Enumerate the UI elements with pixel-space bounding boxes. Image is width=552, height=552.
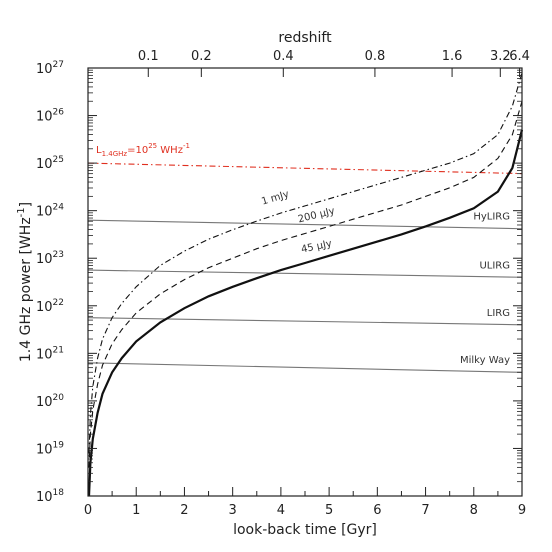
y-axis-title-close: ]: [18, 202, 34, 207]
y-tick-label: 1025: [36, 155, 64, 172]
threshold-line-label: L1.4GHz=1025 WHz-1: [96, 142, 190, 158]
y-tick-base: 10: [36, 157, 53, 172]
labels-layer: HyLIRG ULIRG LIRG Milky Way L1.4GHz=1025 WHz…: [96, 142, 510, 366]
plot-frame: [87, 67, 523, 497]
y-tick-base: 10: [36, 300, 53, 315]
top-tick-label: 0.8: [365, 49, 386, 64]
threshold-label-part: 25: [148, 142, 157, 150]
reference-line-label: ULIRG: [479, 260, 510, 271]
top-tick-label: 0.2: [191, 49, 212, 64]
y-tick-exponent: 21: [53, 345, 64, 355]
y-tick-label: 1024: [36, 203, 64, 220]
x-tick-label: 1: [132, 503, 140, 518]
series-line: [87, 129, 524, 497]
y-tick-exponent: 27: [53, 60, 64, 70]
top-tick-label: 1.6: [442, 49, 463, 64]
threshold-label-part: -1: [183, 142, 190, 150]
top-tick-label: 0.4: [273, 49, 294, 64]
y-tick-exponent: 26: [53, 108, 65, 118]
y-axis-title-exp: -1: [16, 207, 27, 217]
y-tick-exponent: 18: [53, 488, 65, 498]
reference-line-label: Milky Way: [460, 355, 510, 366]
series-layer: [87, 72, 524, 497]
y-tick-base: 10: [36, 252, 53, 267]
threshold-label-part: =10: [127, 145, 148, 156]
reference-line: [87, 362, 523, 373]
series-label: 1 mJy: [260, 189, 290, 208]
y-tick-label: 1027: [36, 60, 64, 77]
x-tick-label: 7: [421, 503, 429, 518]
series-label: 45 μJy: [300, 238, 333, 255]
y-tick-base: 10: [36, 395, 53, 410]
y-tick-base: 10: [36, 205, 53, 220]
x-axis-title: look-back time [Gyr]: [233, 522, 377, 538]
reference-lines-layer: [87, 162, 523, 373]
y-tick-exponent: 23: [53, 250, 64, 260]
top-axis-title: redshift: [278, 30, 332, 46]
y-tick-label: 1026: [36, 108, 64, 125]
x-tick-label: 8: [470, 503, 478, 518]
axes-layer: 0 1 2 3 4 5 6 7 8 90.1 0.2 0.4 0.8 1.6 3.26.4101810191…: [36, 49, 530, 518]
y-tick-base: 10: [36, 490, 53, 505]
series-line: [88, 101, 523, 468]
y-tick-exponent: 25: [53, 155, 64, 165]
x-tick-label: 5: [325, 503, 333, 518]
threshold-label-part: WHz: [157, 145, 183, 156]
series-label: 200 μJy: [297, 206, 336, 226]
y-tick-label: 1023: [36, 250, 64, 267]
reference-line: [87, 219, 523, 230]
threshold-label-part: 1.4GHz: [102, 150, 128, 158]
reference-line: [87, 317, 523, 326]
reference-line-label: LIRG: [487, 308, 510, 319]
x-tick-label: 2: [180, 503, 188, 518]
top-tick-label: 0.1: [138, 49, 159, 64]
y-tick-base: 10: [36, 442, 53, 457]
x-tick-label: 6: [373, 503, 381, 518]
y-axis-title: 1.4 GHz power [WHz-1]: [16, 202, 34, 362]
y-tick-base: 10: [36, 347, 53, 362]
x-tick-label: 9: [518, 503, 526, 518]
y-tick-label: 1022: [36, 298, 64, 315]
threshold-line: [87, 162, 523, 175]
y-axis-title-main: 1.4 GHz power [WHz: [18, 217, 34, 362]
y-tick-label: 1019: [36, 440, 64, 457]
y-tick-base: 10: [36, 62, 53, 77]
y-tick-label: 1018: [36, 488, 64, 505]
y-tick-exponent: 22: [53, 298, 64, 308]
x-tick-label: 0: [84, 503, 92, 518]
y-tick-exponent: 24: [53, 203, 65, 213]
y-tick-base: 10: [36, 110, 53, 125]
reference-line-label: HyLIRG: [473, 212, 510, 223]
series-line: [88, 72, 523, 454]
reference-line: [87, 269, 523, 278]
top-tick-label: 6.4: [509, 49, 530, 64]
y-tick-label: 1020: [36, 393, 64, 410]
y-tick-exponent: 20: [53, 393, 65, 403]
y-tick-exponent: 19: [53, 440, 65, 450]
x-tick-label: 4: [277, 503, 285, 518]
y-tick-label: 1021: [36, 345, 64, 362]
top-tick-label: 3.2: [490, 49, 511, 64]
x-tick-label: 3: [229, 503, 237, 518]
threshold-label-part: L: [96, 145, 102, 156]
